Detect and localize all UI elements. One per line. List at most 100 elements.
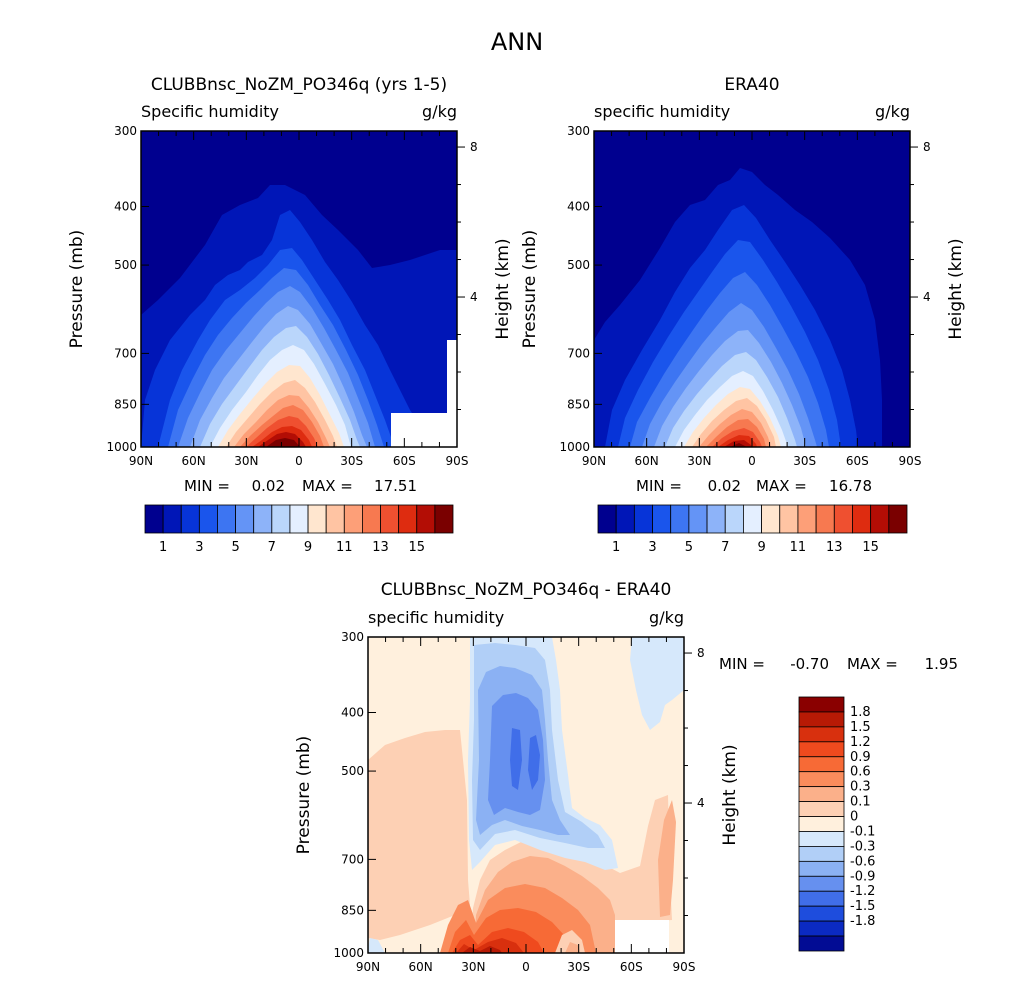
x-tick-label: 90N bbox=[129, 454, 153, 468]
max-label: MAX = bbox=[847, 655, 898, 673]
colorbar-swatch bbox=[761, 504, 781, 534]
x-tick-label: 30S bbox=[793, 454, 816, 468]
y-tick-label: 700 bbox=[114, 346, 137, 360]
min-value: 0.02 bbox=[708, 477, 741, 495]
colorbar-swatch bbox=[798, 890, 845, 907]
missing-data-region bbox=[391, 413, 447, 447]
panel-model: CLUBBnsc_NoZM_PO346q (yrs 1-5) Specific … bbox=[67, 75, 513, 555]
colorbar-swatch bbox=[833, 504, 853, 534]
x-tick-label: 60S bbox=[620, 960, 643, 974]
panel-diff: CLUBBnsc_NoZM_PO346q - ERA40 specific hu… bbox=[294, 580, 958, 974]
max-value: 16.78 bbox=[829, 477, 872, 495]
colorbar-label: 0.6 bbox=[850, 765, 871, 780]
y-tick-label: 850 bbox=[341, 903, 364, 917]
colorbar-swatch bbox=[289, 504, 309, 534]
colorbar-swatch bbox=[688, 504, 708, 534]
y-tick-label: 1000 bbox=[333, 946, 364, 960]
y-axis-title: Pressure (mb) bbox=[520, 230, 540, 349]
colorbar-swatch bbox=[271, 504, 291, 534]
colorbar-label: -0.1 bbox=[850, 824, 875, 839]
x-axis: 90N 60N 30N 0 30S 60S 90S bbox=[129, 131, 468, 468]
colorbar-label: 13 bbox=[372, 540, 389, 555]
colorbar-swatch bbox=[144, 504, 164, 534]
panel-model-title: CLUBBnsc_NoZM_PO346q (yrs 1-5) bbox=[151, 75, 447, 95]
colorbar-swatch bbox=[307, 504, 327, 534]
x-axis: 90N 60N 30N 0 30S 60S 90S bbox=[356, 637, 695, 974]
y2-tick-label: 4 bbox=[923, 290, 931, 304]
colorbar-swatch bbox=[343, 504, 363, 534]
colorbar-label: 0.3 bbox=[850, 780, 871, 795]
colorbar-label: 9 bbox=[304, 540, 312, 555]
colorbar-label: 5 bbox=[231, 540, 239, 555]
x-tick-label: 30S bbox=[340, 454, 363, 468]
y-tick-label: 850 bbox=[567, 397, 590, 411]
y2-tick-label: 4 bbox=[697, 796, 705, 810]
y-tick-label: 400 bbox=[341, 706, 364, 720]
y-tick-label: 1000 bbox=[559, 440, 590, 454]
colorbar-label: 1.5 bbox=[850, 720, 871, 735]
colorbar-swatch bbox=[798, 816, 845, 832]
min-label: MIN = bbox=[184, 477, 230, 495]
contour-fill bbox=[368, 938, 385, 953]
y-tick-label: 500 bbox=[114, 258, 137, 272]
x-tick-label: 0 bbox=[748, 454, 756, 468]
panel-model-contours bbox=[141, 131, 457, 447]
colorbar-swatch bbox=[724, 504, 744, 534]
colorbar-label: 1.8 bbox=[850, 705, 871, 720]
colorbar-label: -0.3 bbox=[850, 839, 875, 854]
colorbar-label: 3 bbox=[648, 540, 656, 555]
colorbar-swatch bbox=[380, 504, 400, 534]
y2-tick-label: 8 bbox=[470, 140, 478, 154]
y-tick-label: 500 bbox=[567, 258, 590, 272]
colorbar-swatch bbox=[652, 504, 672, 534]
colorbar-label: 11 bbox=[336, 540, 353, 555]
panel-model-variable-label: Specific humidity bbox=[141, 102, 279, 121]
y-tick-label: 300 bbox=[567, 124, 590, 138]
x-tick-label: 0 bbox=[295, 454, 303, 468]
y-tick-label: 700 bbox=[341, 852, 364, 866]
x-tick-label: 60N bbox=[635, 454, 659, 468]
colorbar-swatch bbox=[325, 504, 345, 534]
contour-fill bbox=[456, 938, 524, 953]
contour-fill bbox=[462, 946, 502, 953]
x-tick-label: 30N bbox=[234, 454, 258, 468]
panel-obs: ERA40 specific humidity g/kg 90N 60N 30N 0 3… bbox=[520, 75, 966, 555]
x-tick-label: 30N bbox=[461, 960, 485, 974]
colorbar-label: 1 bbox=[612, 540, 620, 555]
colorbar-label: 15 bbox=[862, 540, 879, 555]
x-tick-label: 90N bbox=[356, 960, 380, 974]
colorbar-swatch bbox=[362, 504, 381, 534]
colorbar-swatch bbox=[235, 504, 255, 534]
colorbar-label: 7 bbox=[721, 540, 729, 555]
x-tick-label: 90S bbox=[899, 454, 922, 468]
panel-obs-units-label: g/kg bbox=[875, 102, 910, 121]
y2-axis-title: Height (km) bbox=[493, 238, 513, 339]
colorbar-swatch bbox=[633, 504, 653, 534]
x-tick-label: 0 bbox=[522, 960, 530, 974]
x-tick-label: 30S bbox=[567, 960, 590, 974]
y-axis-title: Pressure (mb) bbox=[294, 736, 314, 855]
colorbar-swatch bbox=[797, 504, 817, 534]
panel-diff-units-label: g/kg bbox=[649, 608, 684, 627]
colorbar-swatch bbox=[798, 801, 845, 817]
colorbar-swatch bbox=[615, 504, 635, 534]
y-tick-label: 700 bbox=[567, 346, 590, 360]
colorbar-label: 1.2 bbox=[850, 735, 871, 750]
contour-fill bbox=[630, 637, 684, 730]
colorbar-swatch bbox=[798, 756, 845, 773]
figure-title: ANN bbox=[491, 28, 543, 56]
y2-axis-title: Height (km) bbox=[720, 744, 740, 845]
panel-obs-variable-label: specific humidity bbox=[594, 102, 730, 121]
colorbar-label: 1 bbox=[159, 540, 167, 555]
colorbar-label: 11 bbox=[790, 540, 807, 555]
y2-tick-label: 4 bbox=[470, 290, 478, 304]
stats: MIN = -0.70 MAX = 1.95 bbox=[719, 655, 958, 673]
contour-fill bbox=[368, 730, 470, 940]
min-value: 0.02 bbox=[252, 477, 285, 495]
colorbar-swatch bbox=[398, 504, 418, 534]
y-tick-label: 1000 bbox=[106, 440, 137, 454]
stats: MIN = 0.02 MAX = 16.78 bbox=[636, 477, 872, 495]
y-tick-label: 300 bbox=[341, 630, 364, 644]
y-axis: 300 400 500 700 850 1000 8 4 bbox=[106, 124, 477, 454]
y-tick-label: 400 bbox=[567, 200, 590, 214]
